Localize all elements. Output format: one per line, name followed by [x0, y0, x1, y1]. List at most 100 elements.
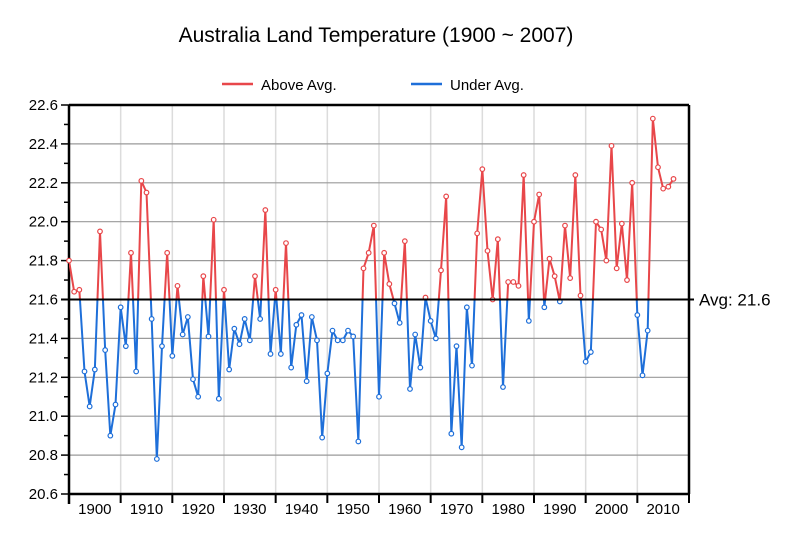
data-point [226, 366, 233, 373]
data-point [624, 277, 630, 283]
data-point [515, 282, 522, 289]
data-point [577, 292, 584, 299]
y-tick-label: 21.4 [29, 330, 58, 347]
data-point [479, 166, 486, 173]
data-point [267, 351, 274, 357]
data-point [629, 179, 636, 186]
data-point [236, 341, 243, 348]
y-tick-label: 21.6 [29, 292, 58, 309]
data-point [562, 222, 568, 229]
data-point [319, 434, 326, 441]
data-point [572, 172, 579, 178]
x-tick-label: 2010 [646, 501, 679, 518]
series-lines [69, 117, 675, 460]
data-point [639, 372, 646, 379]
data-point [350, 333, 357, 340]
x-tick-label: 1960 [388, 501, 421, 518]
data-point [546, 255, 553, 262]
data-point [613, 265, 620, 272]
data-point [241, 316, 248, 322]
data-point [190, 376, 196, 383]
y-tick-label: 20.8 [29, 447, 58, 464]
data-point [200, 273, 207, 280]
y-tick-label: 21.8 [29, 253, 58, 270]
data-point [494, 236, 501, 243]
data-point [298, 312, 305, 318]
data-point [288, 364, 295, 371]
data-point [334, 337, 341, 344]
data-point [660, 185, 667, 192]
data-point [386, 281, 393, 287]
data-point [102, 347, 109, 353]
data-point [474, 230, 481, 237]
data-point [283, 240, 289, 246]
data-point [138, 177, 145, 184]
series-line-above [69, 117, 675, 300]
data-point [381, 249, 388, 256]
average-line-group: Avg: 21.6 [61, 291, 771, 310]
legend: Above Avg. Under Avg. [222, 77, 524, 94]
data-point [443, 193, 450, 200]
x-tick-label: 1980 [491, 501, 524, 518]
data-point [618, 220, 625, 227]
x-tick-label: 1920 [181, 501, 214, 518]
y-tick-label: 22.0 [29, 214, 58, 231]
data-point [339, 337, 346, 344]
data-point [520, 172, 527, 178]
axes: 20.6 20.8 21.0 21.2 21.4 21.6 21.8 22.0 22.2 22.4… [29, 97, 691, 518]
data-point [143, 189, 150, 196]
data-point [324, 370, 331, 377]
data-point [536, 191, 543, 198]
x-tick-label: 1930 [233, 501, 266, 518]
data-point [453, 343, 460, 350]
data-point [355, 438, 362, 445]
data-point [644, 327, 651, 334]
y-tick-label: 21.2 [29, 369, 58, 386]
data-point [670, 176, 677, 182]
data-point [417, 364, 424, 371]
data-point [567, 275, 574, 282]
x-tick-label: 2000 [595, 501, 628, 518]
data-point [396, 319, 403, 326]
data-point [210, 216, 217, 223]
data-point [164, 249, 171, 256]
data-point [71, 288, 78, 295]
data-point [314, 337, 320, 344]
data-point [97, 228, 103, 235]
data-point [76, 286, 83, 293]
data-point [246, 337, 253, 344]
data-point [484, 247, 491, 254]
data-point [303, 378, 310, 385]
average-label: Avg: 21.6 [699, 291, 771, 310]
data-point [205, 333, 212, 340]
data-point [582, 358, 589, 365]
data-point [66, 257, 72, 264]
y-tick-label: 22.6 [29, 97, 58, 114]
data-point [541, 304, 548, 311]
data-point [603, 257, 610, 264]
data-point [649, 115, 656, 122]
data-point [365, 249, 372, 256]
data-point [531, 218, 537, 225]
data-point [376, 393, 382, 400]
data-point [458, 444, 465, 451]
data-point [308, 314, 315, 320]
data-markers [66, 115, 677, 462]
data-point [215, 395, 222, 402]
x-tick-label: 1940 [285, 501, 318, 518]
legend-above-label: Above Avg. [261, 77, 337, 94]
data-point [448, 430, 455, 437]
data-point [277, 351, 284, 357]
data-point [252, 273, 258, 280]
data-point [412, 331, 419, 338]
data-point [360, 265, 367, 272]
data-point [86, 403, 93, 410]
data-point [469, 362, 475, 369]
data-point [117, 304, 124, 311]
data-point [438, 267, 444, 274]
y-tick-label: 22.4 [29, 136, 58, 153]
y-tick-label: 20.6 [29, 486, 58, 503]
x-tick-label: 1990 [543, 501, 576, 518]
data-point [500, 384, 506, 390]
